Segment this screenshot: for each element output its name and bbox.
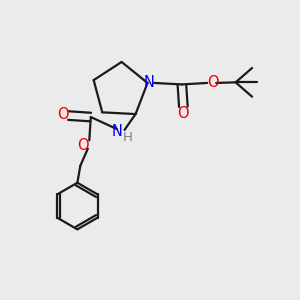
Text: O: O — [177, 106, 189, 121]
Text: N: N — [111, 124, 122, 140]
Text: O: O — [77, 138, 89, 153]
Text: N: N — [144, 75, 154, 90]
Text: O: O — [207, 75, 218, 90]
Text: O: O — [57, 107, 69, 122]
Text: H: H — [123, 130, 133, 144]
